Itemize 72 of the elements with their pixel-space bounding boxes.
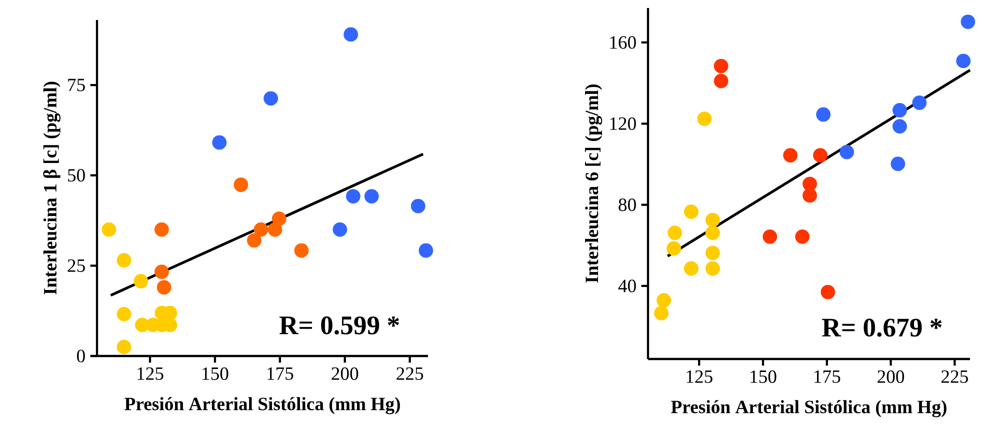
point [892, 103, 907, 118]
x-tick-label: 175 [268, 367, 294, 380]
point [154, 264, 169, 280]
point [246, 233, 262, 248]
point [795, 229, 810, 244]
point [156, 280, 172, 295]
annotation: R= 0.679 * [822, 318, 942, 337]
point [783, 148, 798, 162]
point [668, 226, 682, 240]
y-tick-label: 80 [618, 198, 636, 212]
y-tick-label: 40 [618, 280, 636, 292]
point [813, 148, 828, 162]
y-tick-label: 50 [68, 169, 85, 182]
point [802, 188, 817, 203]
point [956, 54, 971, 68]
point [890, 156, 906, 172]
point [656, 293, 672, 308]
y-axis-title: Interleucina 1 β [c] (pg/ml) [43, 82, 60, 294]
y-tick-label: 25 [68, 259, 85, 272]
point [134, 274, 148, 288]
point [705, 212, 720, 228]
point [892, 119, 907, 134]
point [714, 74, 728, 88]
point [705, 261, 720, 276]
annotation: R= 0.599 * [279, 316, 399, 334]
point [154, 222, 169, 237]
point [346, 189, 360, 204]
point [254, 222, 268, 237]
point [294, 243, 309, 258]
point [116, 253, 132, 268]
point [820, 284, 836, 300]
point [762, 229, 778, 244]
point [102, 222, 116, 237]
point [684, 204, 698, 219]
point [705, 226, 720, 240]
x-tick-label: 150 [202, 367, 228, 380]
x-tick-label: 150 [750, 370, 776, 383]
point [960, 14, 976, 29]
point [840, 144, 854, 160]
x-axis-title: Presión Arterial Sistólica (mm Hg) [671, 400, 946, 418]
x-tick-label: 225 [396, 367, 424, 380]
point [666, 241, 682, 256]
x-tick-label: 225 [941, 370, 968, 383]
point [912, 96, 927, 110]
x-tick-label: 125 [686, 370, 712, 383]
point [272, 212, 286, 226]
point [332, 222, 348, 237]
point [697, 112, 712, 126]
point [418, 243, 434, 258]
y-tick-label: 120 [610, 117, 636, 130]
x-tick-label: 175 [814, 370, 840, 383]
point [705, 246, 720, 260]
point [116, 306, 132, 322]
point [364, 189, 379, 204]
x-tick-label: 125 [138, 367, 164, 380]
y-tick-label: 0 [77, 350, 85, 362]
y-tick-label: 160 [610, 36, 636, 49]
x-tick-label: 200 [878, 370, 904, 383]
x-tick-label: 200 [332, 367, 358, 380]
point [344, 27, 358, 42]
x-axis-title: Presión Arterial Sistólica (mm Hg) [124, 397, 400, 414]
point [654, 306, 668, 320]
point [234, 178, 248, 192]
point [410, 198, 426, 214]
y-axis-title: Interleucina 6 [c] (pg/ml) [585, 84, 602, 283]
point [264, 91, 278, 106]
point [816, 107, 831, 122]
y-tick-label: 75 [68, 78, 85, 92]
point [684, 261, 698, 276]
point [714, 58, 728, 74]
point [116, 340, 132, 354]
point [212, 135, 227, 150]
